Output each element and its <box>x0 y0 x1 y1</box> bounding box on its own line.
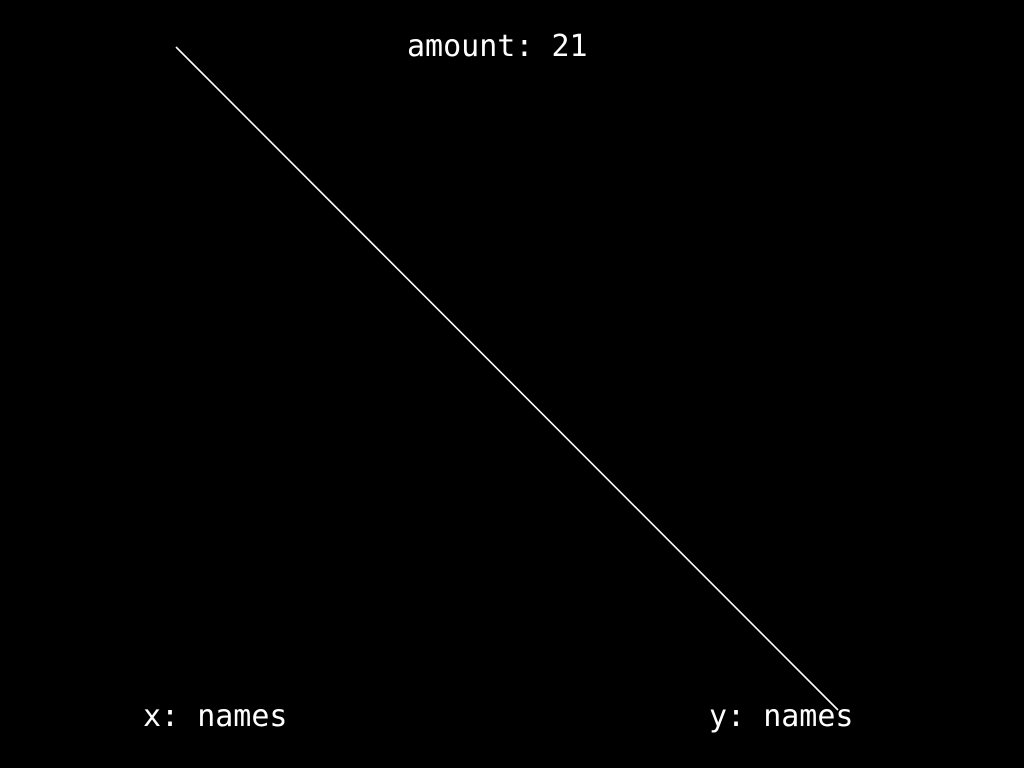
y-axis-readout: y: names <box>709 700 854 734</box>
y-axis-label: y: <box>709 699 764 734</box>
diagonal-line <box>175 46 839 711</box>
amount-label: amount: <box>407 29 552 64</box>
x-axis-label: x: <box>143 699 198 734</box>
y-axis-value: names <box>763 699 854 734</box>
x-axis-value: names <box>197 699 288 734</box>
amount-readout: amount: 21 <box>407 30 588 64</box>
amount-value: 21 <box>551 29 588 64</box>
x-axis-readout: x: names <box>143 700 288 734</box>
